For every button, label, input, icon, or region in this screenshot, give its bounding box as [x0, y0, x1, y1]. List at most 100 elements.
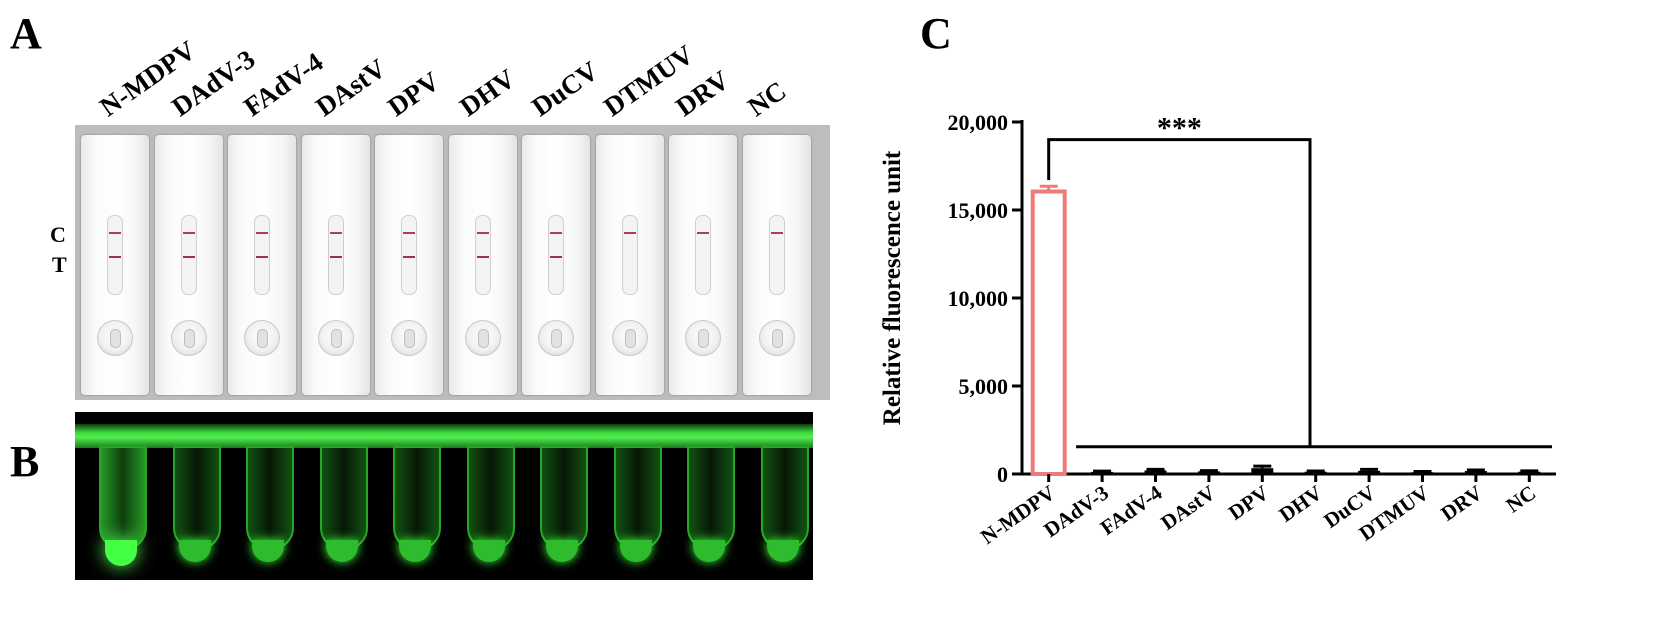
- bar-fadv-4: [1144, 470, 1167, 474]
- test-cassette: [669, 135, 737, 395]
- pcr-tube: [608, 436, 664, 566]
- control-line: [697, 232, 709, 234]
- panel-c-label: C: [920, 9, 952, 58]
- x-tick-label-nc: NC: [1502, 480, 1541, 517]
- sample-well: [464, 320, 501, 356]
- sample-well: [317, 320, 354, 356]
- y-tick-label: 10,000: [948, 286, 1009, 311]
- pcr-tube: [314, 436, 370, 566]
- fluorescence-tube-photo: [75, 412, 813, 580]
- cassette-result-window: [254, 215, 270, 295]
- pcr-tube: [93, 436, 149, 566]
- test-line: [550, 256, 562, 258]
- test-line-label: T: [52, 252, 67, 277]
- y-tick-label: 5,000: [959, 374, 1009, 399]
- bar-n-mdpv: [1030, 189, 1067, 477]
- cassette-result-window: [474, 215, 491, 295]
- test-line: [109, 256, 121, 258]
- test-line: [476, 256, 489, 258]
- pcr-tube: [240, 436, 296, 566]
- test-cassette: [228, 135, 296, 395]
- y-axis-title: Relative fluorescence unit: [879, 150, 906, 425]
- x-tick-label-n-mdpv: N-MDPV: [976, 480, 1060, 548]
- sample-well: [97, 320, 133, 356]
- significance-bracket: [1047, 138, 1312, 447]
- pcr-tube: [387, 436, 443, 566]
- test-cassette: [448, 135, 517, 395]
- test-cassette: [522, 135, 590, 395]
- control-line: [109, 232, 121, 234]
- cassette-result-window: [548, 215, 564, 295]
- x-tick-label-fadv-4: FAdV-4: [1096, 480, 1167, 540]
- y-tick-label: 0: [997, 462, 1008, 487]
- tube-body: [613, 446, 662, 550]
- sample-well: [170, 320, 207, 356]
- y-tick-label: 20,000: [948, 110, 1009, 135]
- x-tick-label-dastv: DAstV: [1156, 480, 1219, 534]
- lateral-flow-strip-photo: [75, 125, 830, 400]
- control-line: [329, 232, 342, 234]
- tube-body: [760, 446, 809, 550]
- pcr-tube: [461, 436, 517, 566]
- pcr-tube: [534, 436, 590, 566]
- x-tick-label-drv: DRV: [1436, 480, 1486, 525]
- tube-fluorescence: [693, 540, 725, 562]
- sample-well: [538, 320, 574, 356]
- x-tick-label-dpv: DPV: [1224, 480, 1273, 524]
- control-line: [770, 232, 783, 234]
- test-line: [329, 256, 342, 258]
- tube-body: [393, 446, 441, 550]
- tube-fluorescence: [546, 540, 578, 562]
- bar-dhv: [1304, 471, 1327, 474]
- cassette-result-window: [621, 215, 638, 295]
- tube-fluorescence: [105, 540, 137, 566]
- tube-fluorescence: [766, 540, 799, 562]
- cassette-result-window: [768, 215, 785, 295]
- test-line: [182, 256, 195, 258]
- test-cassette: [742, 135, 811, 395]
- test-cassette: [154, 135, 223, 395]
- control-line: [403, 232, 415, 234]
- bar-nc: [1518, 471, 1541, 474]
- test-cassette: [81, 135, 149, 395]
- sample-well: [244, 320, 280, 356]
- significance-label: ***: [1157, 112, 1202, 145]
- test-cassette: [375, 135, 443, 395]
- control-line: [182, 232, 195, 234]
- bar-dastv: [1197, 471, 1220, 474]
- tube-fluorescence: [399, 540, 431, 562]
- control-line: [623, 232, 636, 234]
- tube-fluorescence: [325, 540, 358, 562]
- bar-dadv-3: [1091, 471, 1114, 474]
- cassette-result-window: [107, 215, 123, 295]
- test-cassette: [301, 135, 370, 395]
- pcr-tube: [167, 436, 223, 566]
- sample-well: [685, 320, 721, 356]
- control-line: [256, 232, 268, 234]
- sample-well: [611, 320, 648, 356]
- cassette-result-window: [695, 215, 711, 295]
- control-line: [550, 232, 562, 234]
- test-cassette: [595, 135, 664, 395]
- tube-body: [319, 446, 368, 550]
- y-tick-label: 15,000: [948, 198, 1009, 223]
- tube-body: [99, 446, 147, 550]
- pcr-tube: [681, 436, 737, 566]
- cassette-result-window: [401, 215, 417, 295]
- pcr-tube: [755, 436, 811, 566]
- tube-fluorescence: [472, 540, 505, 562]
- panel-a-label: A: [10, 9, 42, 58]
- tube-body: [246, 446, 294, 550]
- tube-rack: [75, 424, 813, 448]
- control-line-label: C: [50, 222, 66, 247]
- tube-fluorescence: [252, 540, 284, 562]
- test-line: [256, 256, 268, 258]
- bar-dtmuv: [1411, 472, 1434, 475]
- sample-well: [758, 320, 795, 356]
- tube-body: [687, 446, 735, 550]
- bar-ducv: [1358, 470, 1381, 474]
- sample-well: [391, 320, 427, 356]
- tube-fluorescence: [619, 540, 652, 562]
- control-line: [476, 232, 489, 234]
